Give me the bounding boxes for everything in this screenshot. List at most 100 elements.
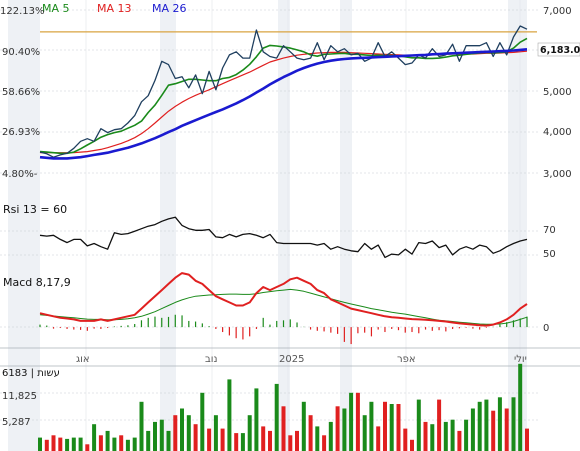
rsi-series-layer: [39, 216, 528, 259]
panel-dividers: [0, 347, 580, 367]
price-legend: MA 5 MA 13 MA 26: [42, 2, 187, 15]
volume-bar: [525, 428, 529, 451]
macd-tick-label: 0: [543, 323, 549, 334]
volume-bar: [125, 439, 130, 451]
volume-bar: [437, 399, 442, 451]
volume-bar: [139, 401, 144, 451]
volume-bar: [153, 421, 157, 451]
volume-bar: [322, 435, 327, 451]
volume-bar: [146, 430, 151, 451]
rsi-title: Rsi 13 = 60: [3, 203, 67, 216]
volume-bar: [369, 401, 374, 451]
date-band: [508, 0, 527, 451]
x-tick-label: אוג: [76, 354, 90, 365]
x-tick-label: אפר: [397, 354, 416, 365]
volume-bar: [342, 408, 347, 451]
volume-bar: [193, 424, 198, 451]
right-tick-label: 5,000: [543, 87, 572, 98]
volume-bar: [335, 406, 340, 451]
volume-bar: [301, 401, 306, 451]
volume-bar: [396, 404, 401, 451]
volume-bar: [470, 408, 475, 451]
volume-bar: [200, 392, 205, 451]
left-tick-label: 58.66%: [2, 87, 40, 98]
volume-bar: [511, 397, 516, 451]
volume-bar: [491, 410, 496, 451]
volume-bar: [430, 424, 435, 451]
volume-bar: [389, 404, 394, 451]
volume-bar: [410, 439, 414, 451]
date-band: [160, 0, 176, 451]
volume-bar: [443, 421, 448, 451]
last-value-box: [537, 42, 580, 57]
volume-bar: [450, 419, 455, 451]
legend-ma26-label: MA 26: [152, 2, 187, 15]
volume-bar: [416, 399, 421, 451]
x-tick-label: 2025: [279, 354, 304, 365]
volume-bar: [295, 430, 299, 451]
volume-bar: [38, 437, 42, 451]
last-value-label: 6,183.00: [540, 45, 580, 56]
macd-series-line: [39, 272, 528, 327]
rsi-series-line: [39, 216, 528, 259]
volume-bar: [71, 437, 76, 451]
rsi-tick-label: 70: [543, 225, 556, 236]
volume-bar: [51, 435, 56, 451]
volume-bar: [457, 430, 462, 451]
volume-bar: [383, 401, 387, 451]
x-axis: אוג נוב 2025 אפר יולי: [76, 354, 527, 365]
volume-panel: 6183 | עשות 11,825 5,287: [2, 363, 529, 451]
volume-bar: [328, 421, 333, 451]
volume-bar: [261, 426, 266, 451]
volume-bar: [58, 437, 63, 451]
volume-bar: [355, 392, 360, 451]
rsi-tick-label: 50: [543, 249, 556, 260]
volume-bar: [173, 415, 178, 451]
volume-bar: [78, 437, 83, 451]
volume-bar: [234, 433, 239, 451]
volume-bar: [180, 408, 184, 451]
left-tick-label: 90.40%: [2, 47, 40, 58]
date-bands: [8, 0, 527, 451]
right-tick-label: 7,000: [543, 6, 572, 17]
right-tick-label: 3,000: [543, 169, 572, 180]
volume-bar: [207, 428, 212, 451]
volume-bar: [518, 363, 523, 451]
volume-bar: [166, 430, 171, 451]
volume-bar: [403, 428, 408, 451]
date-band: [340, 0, 352, 451]
volume-tick-label: 11,825: [2, 391, 37, 402]
macd-panel: Macd 8,17,9 0: [3, 272, 549, 345]
volume-bar: [254, 388, 259, 451]
volume-bar: [484, 399, 489, 451]
right-tick-label: 4,000: [543, 127, 572, 138]
volume-tick-label: 5,287: [2, 417, 31, 428]
last-value-badge: 6,183.00: [537, 42, 580, 57]
left-tick-label: 26.93%: [2, 127, 40, 138]
volume-bar: [477, 401, 482, 451]
date-band: [8, 0, 40, 451]
volume-series-layer: [38, 363, 529, 451]
right-axis-ticks: 7,000 5,000 4,000 3,000: [543, 6, 572, 180]
price-series-layer: [39, 25, 537, 160]
volume-bar: [65, 438, 70, 451]
volume-bar: [268, 430, 272, 451]
ma26-series-line: [39, 48, 528, 160]
volume-bar: [376, 426, 381, 451]
volume-bar: [44, 439, 49, 451]
volume-bar: [504, 408, 509, 451]
volume-bar: [464, 419, 469, 451]
volume-bar: [247, 415, 252, 451]
legend-ma13-label: MA 13: [97, 2, 132, 15]
volume-bar: [220, 428, 225, 451]
volume-bar: [98, 435, 103, 451]
volume-bar: [92, 424, 97, 451]
volume-bar: [308, 415, 313, 451]
volume-bar: [119, 435, 124, 451]
x-tick-label: יולי: [514, 354, 527, 365]
volume-bar: [423, 421, 428, 451]
volume-bar: [213, 415, 218, 451]
volume-bar: [240, 433, 245, 451]
volume-bar: [288, 435, 293, 451]
